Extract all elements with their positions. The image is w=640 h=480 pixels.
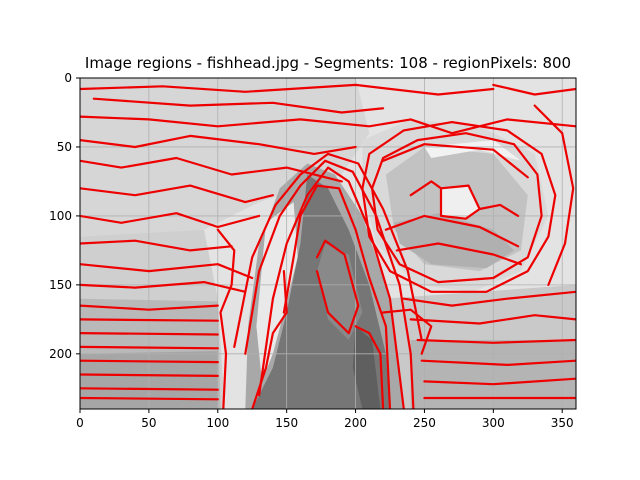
- region-11: [352, 326, 381, 409]
- segment-boundary-13: [80, 345, 219, 350]
- region-1: [80, 78, 370, 237]
- segment-boundary-23: [315, 239, 360, 335]
- segment-boundary-21: [282, 184, 392, 409]
- segment-boundary-0: [80, 83, 495, 96]
- segment-boundary-16: [80, 387, 219, 391]
- segment-boundary-8: [80, 263, 254, 280]
- plot-area: [80, 78, 576, 409]
- segment-boundary-1: [92, 97, 385, 114]
- y-tick-label: 100: [49, 209, 72, 223]
- x-tick-label: 200: [344, 416, 367, 430]
- segment-boundary-33: [402, 290, 576, 307]
- segment-boundary-40: [492, 83, 576, 96]
- segment-boundary-35: [416, 338, 576, 344]
- x-tick-label: 300: [482, 416, 505, 430]
- y-tick-label: 50: [57, 140, 72, 154]
- segment-boundary-6: [80, 212, 261, 229]
- x-tick-label: 250: [413, 416, 436, 430]
- segment-boundary-22: [251, 270, 288, 409]
- y-tick-label: 0: [64, 71, 72, 85]
- segment-boundary-30: [439, 184, 481, 220]
- segment-boundary-42: [216, 228, 236, 409]
- segment-boundary-5: [80, 184, 274, 204]
- segment-boundary-36: [420, 359, 576, 366]
- segment-boundary-26: [371, 132, 543, 284]
- x-tick-label: 50: [141, 416, 156, 430]
- segment-boundary-29: [395, 242, 523, 266]
- x-tick-label: 350: [551, 416, 574, 430]
- segment-boundary-27: [382, 143, 529, 179]
- segment-boundary-12: [80, 332, 219, 336]
- segment-boundary-15: [80, 373, 219, 377]
- x-axis: 0 50 100 150 200 250 300 350: [76, 409, 574, 430]
- y-axis: 0 50 100 150 200: [49, 71, 80, 361]
- segment-boundary-3: [80, 134, 357, 155]
- region-15: [441, 185, 480, 219]
- region-fills: [80, 78, 576, 409]
- x-tick-label: 100: [206, 416, 229, 430]
- region-10: [317, 243, 363, 340]
- segment-boundary-2: [80, 115, 576, 135]
- x-tick-label: 0: [76, 416, 84, 430]
- segment-boundary-14: [80, 359, 219, 364]
- plot-frame: [79, 77, 577, 410]
- chart-title: Image regions - fishhead.jpg - Segments:…: [85, 54, 571, 72]
- segment-boundary-37: [423, 377, 576, 386]
- segment-boundary-24: [354, 325, 385, 409]
- segment-boundary-18: [258, 166, 405, 409]
- segment-boundary-39: [533, 104, 575, 286]
- segment-boundary-25: [361, 120, 557, 293]
- segment-boundary-31: [409, 180, 443, 197]
- segment-boundary-17: [80, 396, 219, 401]
- segment-boundaries: [80, 83, 576, 409]
- segment-boundary-11: [80, 318, 219, 322]
- y-tick-label: 200: [49, 347, 72, 361]
- segment-boundary-28: [384, 214, 520, 248]
- segment-boundary-10: [80, 304, 219, 311]
- segment-boundary-7: [80, 239, 233, 252]
- segment-boundary-19: [244, 159, 415, 409]
- segment-boundary-32: [478, 203, 520, 217]
- y-tick-label: 150: [49, 278, 72, 292]
- segment-boundary-9: [80, 281, 247, 293]
- x-tick-label: 150: [275, 416, 298, 430]
- segment-boundary-34: [409, 314, 576, 325]
- segment-boundary-4: [80, 156, 343, 183]
- segment-boundary-41: [382, 308, 433, 355]
